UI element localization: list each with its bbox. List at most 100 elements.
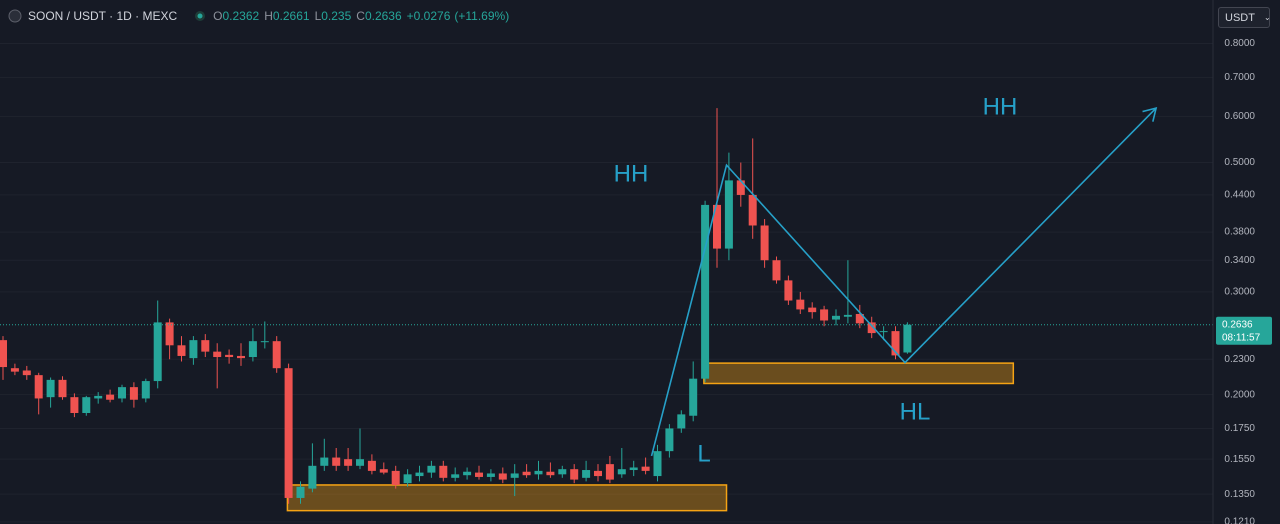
zones [286, 362, 1015, 512]
change: +0.0276 [406, 9, 451, 23]
candle-body [724, 180, 733, 249]
candle-body [760, 225, 769, 261]
zone [703, 362, 1015, 385]
candle-body [498, 473, 507, 480]
candle-body [201, 340, 210, 352]
candle-body [558, 469, 567, 475]
candle-body [260, 341, 269, 343]
status-dot [195, 11, 206, 21]
candle-body [415, 472, 424, 477]
candle-body [510, 473, 519, 478]
price-tag [1216, 316, 1272, 345]
candle-body [284, 368, 293, 498]
candle-body [808, 307, 817, 313]
candle-body [653, 451, 662, 477]
ohlc-value: 0.235 [321, 9, 352, 23]
candle-body [22, 370, 31, 376]
candle-body [677, 414, 686, 429]
y-tick-label: 0.3400 [1224, 255, 1255, 266]
candle-body [784, 280, 793, 301]
arrow-head [1142, 106, 1158, 122]
candle-body [344, 459, 353, 466]
price-axis: 0.8000 0.7000 0.6000 0.5000 0.4400 0.3800 0.34… [1212, 0, 1272, 524]
candle-body [522, 471, 531, 476]
candle-body [772, 260, 781, 281]
symbol-title: SOON / USDT · 1D · MEXC [28, 9, 178, 23]
candle-body [10, 368, 19, 372]
candle-body [843, 314, 852, 317]
candle-body [605, 464, 614, 480]
y-tick-label: 0.6000 [1224, 111, 1255, 122]
candle-body [165, 322, 174, 346]
candle-body [463, 471, 472, 476]
ohlc-value: 0.2362 [222, 9, 260, 23]
candle-body [903, 324, 912, 353]
candle-body [129, 387, 138, 400]
ohlc-key: H [264, 9, 273, 23]
candle-body [617, 469, 626, 475]
currency-button[interactable]: USDT ⌄ [1218, 7, 1271, 28]
candle-body [451, 474, 460, 478]
candle-body [713, 204, 721, 249]
candle-body [879, 331, 888, 333]
candle-body [106, 394, 115, 400]
candle-body [225, 354, 234, 358]
y-tick-label: 0.4400 [1224, 190, 1255, 201]
candle-body [118, 387, 126, 399]
annotation: HH [614, 160, 649, 187]
candle-body [248, 341, 257, 358]
candle-body [736, 180, 745, 195]
y-tick-label: 0.3000 [1224, 287, 1255, 298]
candle-body [296, 486, 305, 498]
grid [0, 43, 1213, 523]
candle-body [570, 469, 579, 480]
candle-body [629, 467, 638, 471]
trendline [650, 107, 1157, 457]
annotation: HH [983, 93, 1018, 120]
candle-body [439, 465, 448, 478]
candle-body [855, 313, 864, 324]
legend-header: SOON / USDT · 1D · MEXC O 0.2362 H 0.2661 … [8, 9, 509, 23]
candle-body [748, 194, 757, 226]
ohlc-key: C [356, 9, 365, 23]
ohlc-key: O [213, 9, 223, 23]
candle-body [320, 457, 329, 466]
candle-body [82, 397, 91, 414]
candle-body [332, 457, 341, 466]
y-tick-label: 0.8000 [1224, 38, 1255, 49]
candle-body [641, 466, 650, 471]
change-pct: (+11.69%) [454, 9, 510, 23]
ohlc-key: L [314, 9, 322, 23]
y-tick-label: 0.1350 [1224, 489, 1255, 500]
ohlc-value: 0.2661 [272, 9, 310, 23]
candle-body [689, 378, 698, 416]
y-tick-label: 0.1750 [1224, 423, 1255, 434]
candle-body [0, 340, 7, 368]
candle-body [832, 315, 840, 320]
candle-body [46, 379, 55, 398]
candle-body [177, 345, 186, 356]
currency: USDT [1225, 11, 1255, 24]
candle-body [272, 341, 281, 369]
price-tag-label: 0.2636 [1222, 319, 1253, 330]
plot-bg [0, 0, 1213, 524]
candle-body [367, 460, 376, 471]
candle-body [534, 470, 543, 475]
candles [0, 108, 912, 504]
y-tick-label: 0.2300 [1224, 354, 1255, 365]
candle-body [153, 322, 162, 382]
y-tick-label: 0.5000 [1224, 157, 1255, 168]
candle-body [391, 470, 400, 485]
candle-body [594, 470, 602, 477]
candle-body [427, 465, 436, 473]
y-tick-label: 0.1210 [1224, 517, 1255, 524]
candle-body [34, 375, 43, 399]
candle-body [141, 381, 150, 399]
countdown: 08:11:57 [1222, 332, 1261, 343]
candle-body [70, 397, 79, 414]
candle-body [356, 459, 364, 466]
candle-body [582, 470, 591, 478]
candle-body [237, 355, 245, 359]
